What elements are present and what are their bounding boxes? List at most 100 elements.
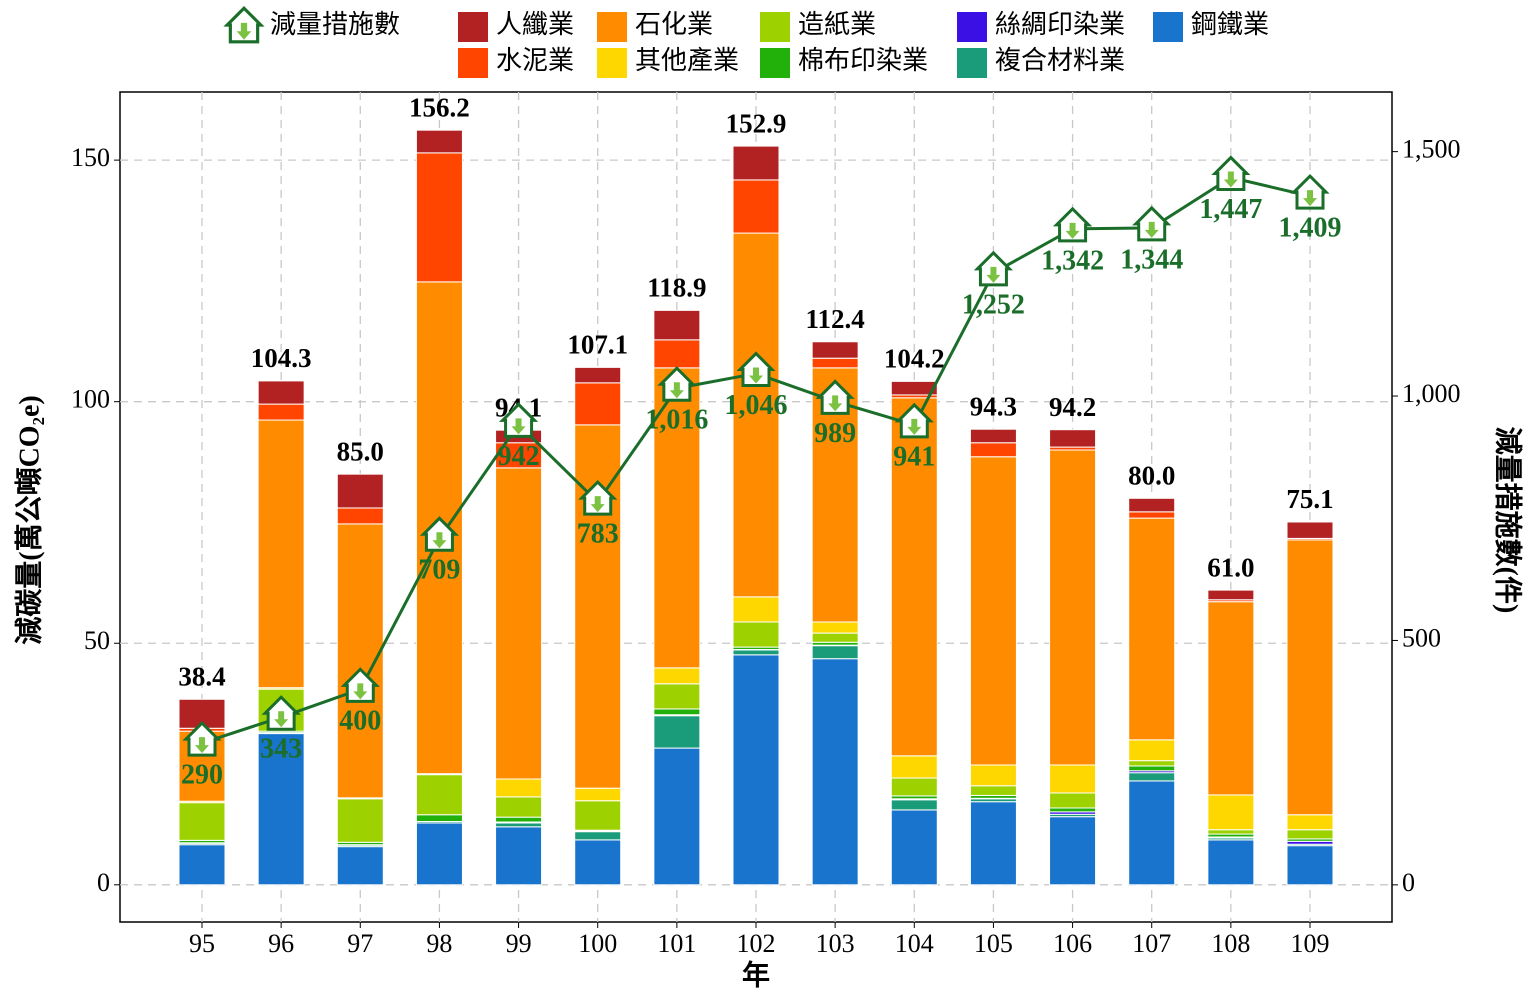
bar-segment [415,822,463,886]
line-marker [182,720,222,757]
icon-arrow [1065,222,1080,239]
y-tick-label: 100 [71,385,110,414]
bar-segment [1049,764,1097,794]
legend-label: 其他產業 [635,46,739,75]
line-value-label: 989 [814,418,856,449]
total-label: 156.2 [409,92,470,122]
bar-segment [1128,517,1176,741]
line-value-label: 783 [577,519,619,550]
bar-segment [1286,521,1334,539]
x-tick-label: 109 [1291,929,1330,958]
bar-segment [890,397,938,757]
bar-segment [1128,765,1176,772]
x-tick-label: 95 [189,929,215,958]
bar-segment [1049,792,1097,809]
bar-segment [732,179,780,234]
bar-segment [574,831,622,841]
y2-tick-label: 0 [1402,868,1415,897]
x-tick-label: 98 [426,929,452,958]
bar-segment [1128,497,1176,513]
bar-segment [811,621,859,634]
line-value-label: 709 [418,555,460,586]
total-label: 94.2 [1049,392,1096,422]
legend-label: 人纖業 [496,10,574,39]
bar-segment [257,733,305,886]
bar-segment [969,456,1017,766]
x-tick-label: 104 [895,929,934,958]
legend-label: 水泥業 [496,46,574,75]
icon-arrow [907,418,922,435]
legend-label: 減量措施數 [270,10,400,39]
x-tick-label: 103 [816,929,855,958]
y2-tick-label: 500 [1402,623,1441,652]
bar-segment [969,785,1017,796]
bar-segment [1128,511,1176,519]
line-value-label: 1,046 [725,390,788,421]
bar-segment [811,645,859,660]
line-marker [419,516,460,552]
bar-segment [257,419,305,689]
total-label: 94.3 [970,391,1017,421]
total-label: 75.1 [1286,484,1333,514]
legend-swatch [1153,12,1183,42]
total-label: 118.9 [647,273,706,303]
x-tick-label: 100 [578,929,617,958]
bar-segment [336,846,384,886]
line-marker [1132,205,1172,242]
legend-swatch [458,12,488,42]
total-label: 80.0 [1128,461,1175,491]
bar-segment [969,442,1017,458]
line-value-label: 941 [893,441,935,472]
bar-segment [257,403,305,421]
y2-axis-title: 減量措施數(件) [1492,427,1524,614]
total-label: 152.9 [726,108,787,138]
bar-segment [336,473,384,509]
x-tick-label: 99 [506,929,532,958]
legend-label: 造紙業 [798,10,876,39]
line-value-label: 1,409 [1279,213,1342,244]
x-tick-label: 101 [657,929,696,958]
bar-segment [336,798,384,843]
line-marker [894,402,934,439]
line-marker [1052,206,1093,243]
bar-segment [1286,829,1334,840]
line-marker [973,250,1014,287]
bar-segment [574,800,622,831]
total-label: 38.4 [178,661,225,691]
legend-swatch [458,48,488,78]
line-value-label: 400 [339,706,381,737]
y2-tick-label: 1,000 [1402,379,1461,408]
legend-swatch [760,12,790,42]
bar-segment [890,809,938,886]
legend-label: 鋼鐵業 [1191,10,1269,39]
bar-segment [969,801,1017,886]
bar-segment [1286,539,1334,816]
line-marker [736,351,776,388]
legend-icon [223,5,265,44]
bar-segment [890,777,938,797]
bar-segment [732,621,780,648]
x-tick-label: 108 [1211,929,1250,958]
x-tick-label: 96 [268,929,294,958]
bar-segment [969,428,1017,444]
total-label: 112.4 [806,304,865,334]
bar-segment [732,654,780,886]
legend-label: 絲綢印染業 [995,10,1125,39]
line-marker [657,366,697,402]
bar-segment [257,380,305,405]
bar-segment [1049,816,1097,886]
line-marker [498,402,539,438]
legend-label: 石化業 [635,10,713,39]
bar-segment [574,787,622,802]
bar-segment [653,715,701,749]
bar-segment [495,778,543,798]
total-label: 104.2 [884,344,945,374]
legend-swatch [597,48,627,78]
x-tick-label: 105 [974,929,1013,958]
icon-arrow [511,418,526,435]
bar-segment [574,382,622,426]
bar-segment [415,814,463,823]
legend-swatch [957,48,987,78]
bar-segment [732,232,780,598]
